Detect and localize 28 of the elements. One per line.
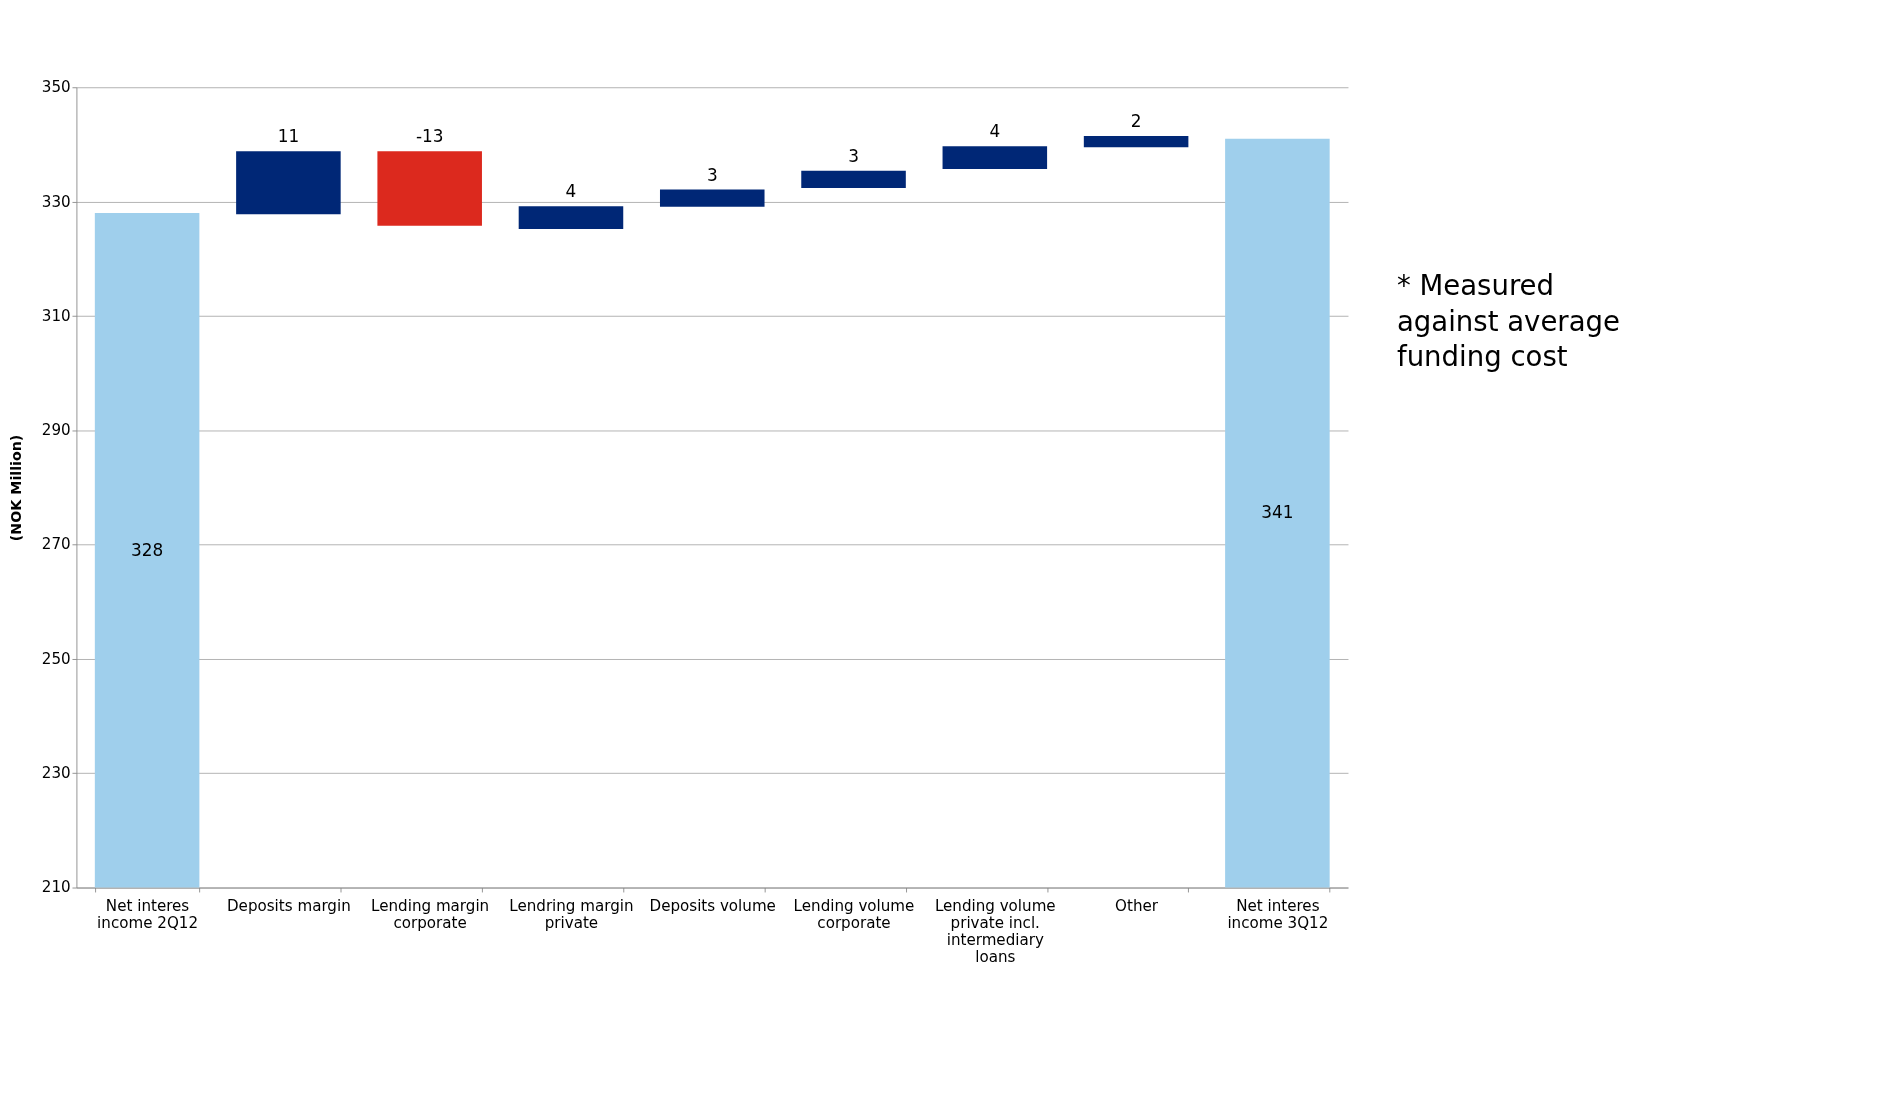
y-tick-label: 310 <box>41 306 71 325</box>
x-tick-label: Deposits volume <box>649 897 776 916</box>
y-tick-label: 330 <box>41 192 71 211</box>
data-label: 328 <box>131 539 164 560</box>
x-tick-label: Net interes income 3Q12 <box>1227 897 1329 933</box>
data-label: 2 <box>1130 110 1142 131</box>
data-label: 4 <box>565 181 577 202</box>
y-tick-label: 350 <box>41 78 71 97</box>
data-label: 11 <box>277 126 300 147</box>
y-tick-label: 270 <box>41 535 71 554</box>
y-tick-label: 210 <box>41 878 71 897</box>
x-tick-label: Lending volume private incl. intermediary loans <box>934 897 1056 966</box>
x-tick-label: Lending margin corporate <box>371 897 490 933</box>
data-label: 341 <box>1261 502 1294 523</box>
text: * Measured against average funding cost <box>1396 269 1620 373</box>
data-label: 4 <box>989 121 1001 142</box>
data-label: 3 <box>848 145 859 166</box>
data-label: -13 <box>415 126 444 147</box>
x-tick-label: Other <box>1115 897 1159 916</box>
x-tick-label: Deposits margin <box>226 897 351 916</box>
x-tick-label: Lendring margin private <box>509 897 634 933</box>
data-label: 3 <box>706 164 718 185</box>
x-tick-label: Net interes income 2Q12 <box>97 897 198 933</box>
y-tick-label: 230 <box>41 764 71 783</box>
x-tick-label: Lending volume corporate <box>793 897 915 933</box>
y-tick-label: 250 <box>41 649 71 668</box>
y-tick-label: 290 <box>41 421 71 440</box>
y-axis-title: (NOK Million) <box>8 434 25 542</box>
